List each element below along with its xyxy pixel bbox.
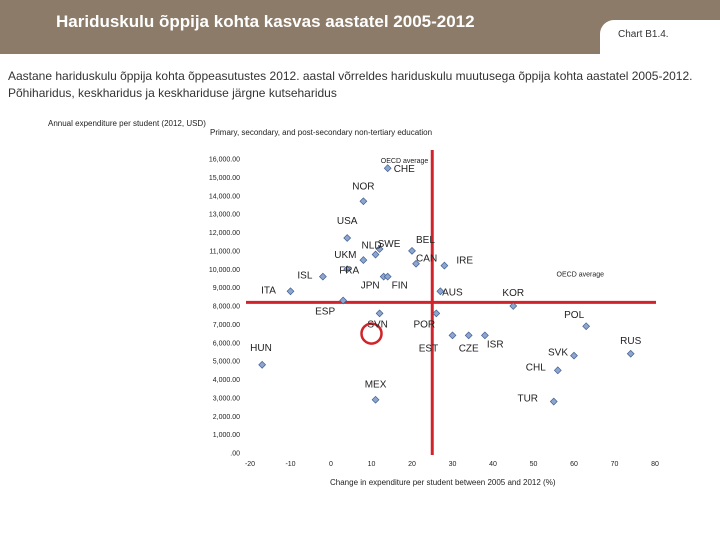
data-label-nor: NOR [352,181,374,192]
data-point-est [448,331,457,340]
x-tick-label: -20 [245,461,255,468]
data-label-che: CHE [394,164,415,175]
data-label-esp: ESP [315,306,335,317]
x-tick-label: 40 [489,461,497,468]
description-line-1: Aastane hariduskulu õppija kohta õppeasu… [8,69,693,83]
data-label-jpn: JPN [361,281,380,292]
data-point-ire [440,261,449,270]
data-label-hun: HUN [250,343,272,354]
x-tick-label: 60 [570,461,578,468]
header-banner: Hariduskulu õppija kohta kasvas aastatel… [0,0,720,54]
data-label-isl: ISL [297,271,312,282]
data-label-pol: POL [564,310,584,321]
data-point-hun [258,360,267,369]
x-tick-label: -10 [285,461,295,468]
data-label-svk: SVK [548,348,568,359]
y-tick-label: 4,000.00 [213,377,240,384]
data-point-chl [553,366,562,375]
data-label-rus: RUS [620,336,641,347]
data-label-fra: FRA [339,265,359,276]
y-tick-label: 7,000.00 [213,322,240,329]
y-tick-label: 3,000.00 [213,395,240,402]
highlight-circle [360,322,383,345]
x-tick-label: 50 [530,461,538,468]
y-tick-label: 16,000.00 [209,157,240,164]
x-tick-label: 10 [368,461,376,468]
x-tick-label: 20 [408,461,416,468]
data-label-fin: FIN [392,281,408,292]
data-point-svn [375,309,384,318]
data-label-ita: ITA [261,285,276,296]
data-label-ire: IRE [456,256,473,267]
data-label-est: EST [419,343,438,354]
data-label-usa: USA [337,216,358,227]
data-point-por [432,309,441,318]
data-label-aus: AUS [442,287,463,298]
data-label-kor: KOR [502,288,524,299]
data-label-chl: CHL [526,362,546,373]
page-title: Hariduskulu õppija kohta kasvas aastatel… [56,12,475,31]
data-point-kor [509,302,518,310]
y-tick-label: 8,000.00 [213,304,240,311]
description: Aastane hariduskulu õppija kohta õppeasu… [8,68,712,102]
data-point-ukm [359,256,368,264]
data-point-bel [408,246,416,255]
y-tick-label: 11,000.00 [209,248,240,255]
oecd-average-y-label: OECD average [557,271,605,278]
x-tick-label: 30 [449,461,457,468]
y-tick-label: 5,000.00 [213,359,240,366]
data-point-svk [570,351,578,360]
data-label-swe: SWE [378,239,401,250]
x-tick-label: 80 [651,461,659,468]
description-line-2: Põhiharidus, keskharidus ja keskhariduse… [8,86,337,100]
y-tick-label: 13,000.00 [209,212,240,219]
y-tick-label: 1,000.00 [213,432,240,439]
y-tick-label: 15,000.00 [209,175,240,182]
y-axis-title: Annual expenditure per student (2012, US… [48,119,206,128]
data-point-tur [549,397,558,406]
data-point-nld [371,250,380,259]
y-tick-label: 2,000.00 [213,414,240,421]
data-label-nld: NLD [362,241,382,252]
data-point-ita [286,287,295,296]
data-point-isr [481,331,489,340]
data-point-esp [339,296,348,305]
x-tick-label: 0 [329,461,333,468]
chart-ref-label: Chart B1.4. [618,29,669,40]
data-point-usa [343,234,352,242]
y-tick-label: 10,000.00 [209,267,240,274]
data-point-che [383,164,392,173]
y-tick-label: 14,000.00 [209,193,240,200]
data-point-isl [319,272,327,281]
data-point-mex [371,395,380,404]
data-point-fra [343,265,352,274]
data-point-can [412,259,420,268]
x-tick-label: 70 [611,461,619,468]
data-point-cze [464,331,473,340]
data-point-rus [626,349,635,358]
y-tick-label: 6,000.00 [213,340,240,347]
y-tick-label: 12,000.00 [209,230,240,237]
data-label-tur: TUR [517,394,538,405]
y-tick-label: .00 [230,451,240,458]
oecd-average-x-label: OECD average [381,158,429,165]
data-point-swe [375,245,384,253]
data-label-can: CAN [416,254,437,265]
data-label-isr: ISR [487,339,504,350]
data-label-cze: CZE [459,343,479,354]
data-point-pol [582,322,591,331]
data-label-bel: BEL [416,235,435,246]
data-label-svn: SVN [367,319,388,330]
y-tick-label: 9,000.00 [213,285,240,292]
chart-subtitle: Primary, secondary, and post-secondary n… [210,128,433,137]
data-point-nor [359,197,368,206]
chart-ref-tab: Chart B1.4. [600,20,720,54]
data-point-aus [436,287,445,296]
data-label-por: POR [413,319,435,330]
data-point-fin [383,272,392,281]
data-label-mex: MEX [365,380,387,391]
data-label-ukm: UKM [334,250,356,261]
x-axis-title: Change in expenditure per student betwee… [330,478,556,487]
